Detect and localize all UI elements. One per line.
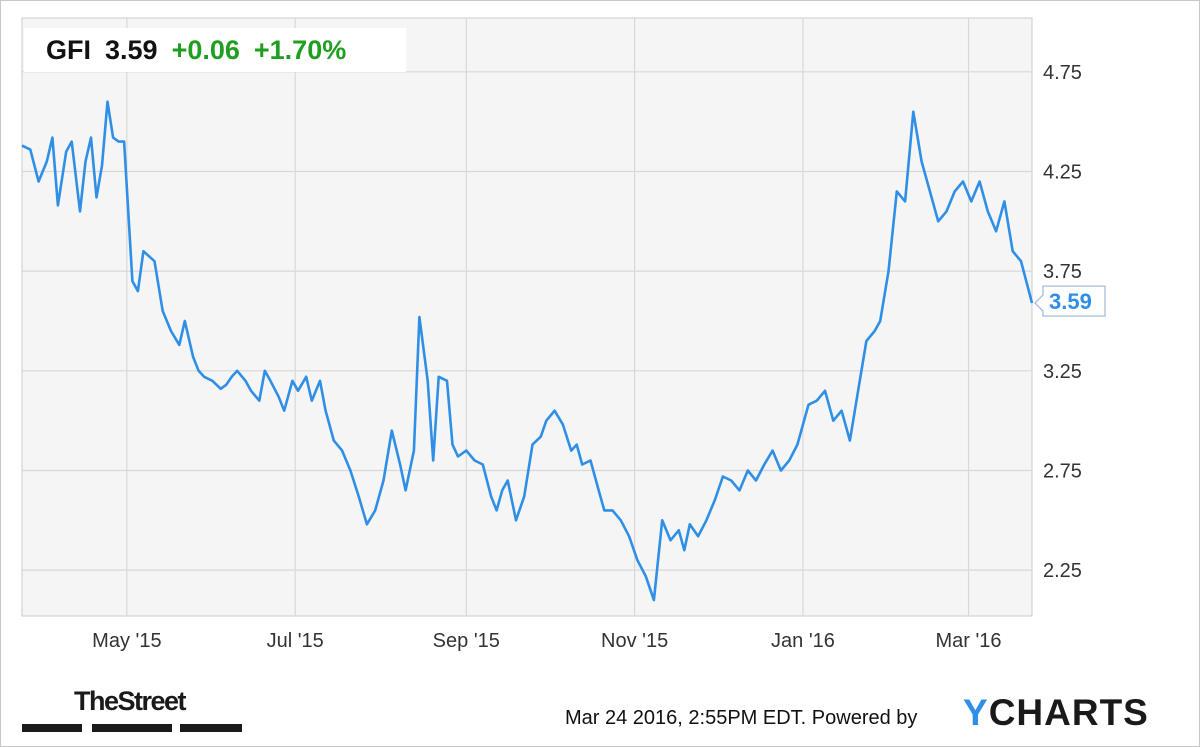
last-price: 3.59 — [105, 34, 158, 65]
x-axis-tick-labels: May '15 Jul '15 Sep '15 Nov '15 Jan '16 Mar '… — [92, 630, 1001, 652]
logo-bar-1 — [22, 724, 82, 732]
y-tick-label: 4.25 — [1043, 161, 1082, 183]
ticker-symbol: GFI — [46, 34, 91, 65]
thestreet-logo: TheStreet — [22, 682, 244, 732]
x-tick-label: Mar '16 — [935, 630, 1001, 652]
price-change-percent: +1.70% — [253, 34, 347, 65]
x-tick-label: Jan '16 — [771, 630, 835, 652]
quote-header: GFI 3.59 +0.06 +1.70% — [24, 28, 406, 72]
x-tick-label: Sep '15 — [433, 630, 500, 652]
chart-footer-text: Mar 24 2016, 2:55PM EDT. Powered by — [565, 707, 917, 730]
logo-bar-2 — [92, 724, 172, 732]
y-tick-label: 3.25 — [1043, 361, 1082, 383]
y-tick-label: 4.75 — [1043, 62, 1082, 84]
x-tick-label: Nov '15 — [601, 630, 668, 652]
y-tick-label: 3.75 — [1043, 261, 1082, 283]
powered-by-label: Powered by — [811, 707, 918, 729]
current-price-marker: 3.59 — [1034, 285, 1106, 317]
ycharts-logo-rest: CHARTS — [988, 692, 1149, 733]
ycharts-logo[interactable]: YCHARTS — [963, 692, 1149, 734]
x-tick-label: Jul '15 — [267, 630, 324, 652]
plot-area — [21, 17, 1033, 617]
y-axis-tick-labels: 2.25 2.75 3.25 3.75 4.25 4.75 — [1043, 62, 1082, 582]
x-tick-label: May '15 — [92, 630, 161, 652]
current-price-label: 3.59 — [1049, 289, 1092, 314]
price-change: +0.06 — [171, 34, 240, 65]
current-price-callout — [1034, 285, 1106, 317]
logo-bar-3 — [180, 724, 242, 732]
vertical-gridlines — [126, 18, 970, 616]
ycharts-logo-y: Y — [963, 692, 989, 733]
price-line — [21, 100, 1034, 602]
y-tick-label: 2.25 — [1043, 560, 1082, 582]
timestamp: Mar 24 2016, 2:55PM EDT. — [565, 707, 807, 729]
thestreet-wordmark: TheStreet — [74, 686, 187, 716]
y-tick-label: 2.75 — [1043, 460, 1082, 482]
